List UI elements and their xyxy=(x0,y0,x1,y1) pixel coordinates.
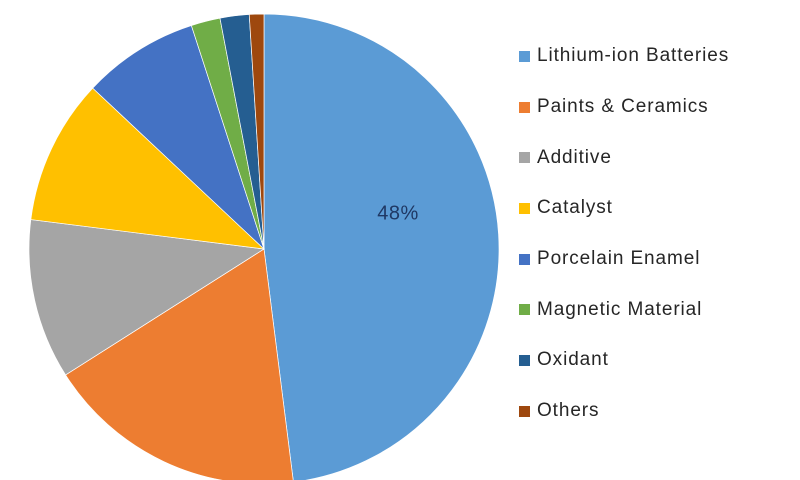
legend-item: Additive xyxy=(519,132,729,183)
legend-label: Paints & Ceramics xyxy=(537,96,709,118)
legend-swatch xyxy=(519,152,530,164)
legend-label: Others xyxy=(537,400,600,422)
legend-swatch xyxy=(519,304,530,316)
pie-slice-paints-ceramics xyxy=(65,248,294,480)
legend-swatch xyxy=(519,50,530,62)
chart-legend: Lithium-ion Batteries Paints & Ceramics Ad… xyxy=(519,31,729,437)
pie-slice-catalyst xyxy=(30,87,266,250)
legend-swatch xyxy=(519,253,530,265)
legend-label: Catalyst xyxy=(537,197,613,219)
legend-item: Lithium-ion Batteries xyxy=(519,31,729,82)
pie-slice-others xyxy=(248,13,265,250)
legend-item: Paints & Ceramics xyxy=(519,82,729,133)
legend-swatch xyxy=(519,202,530,214)
legend-item: Magnetic Material xyxy=(519,284,729,335)
legend-item: Oxidant xyxy=(519,335,729,386)
legend-swatch xyxy=(519,405,530,417)
pie-slice-lithium-ion-batteries xyxy=(263,13,500,480)
pie-slice-additive xyxy=(28,219,266,376)
legend-label: Magnetic Material xyxy=(537,298,703,320)
legend-item: Porcelain Enamel xyxy=(519,234,729,285)
legend-item: Catalyst xyxy=(519,183,729,234)
legend-item: Others xyxy=(519,386,729,437)
pie-slice-porcelain-enamel xyxy=(92,25,265,250)
legend-label: Oxidant xyxy=(537,349,609,371)
data-label-lithium-ion: 48% xyxy=(377,202,419,225)
legend-swatch xyxy=(519,101,530,113)
legend-swatch xyxy=(519,354,530,366)
legend-label: Additive xyxy=(537,146,612,168)
legend-label: Porcelain Enamel xyxy=(537,248,701,270)
legend-label: Lithium-ion Batteries xyxy=(537,45,730,67)
